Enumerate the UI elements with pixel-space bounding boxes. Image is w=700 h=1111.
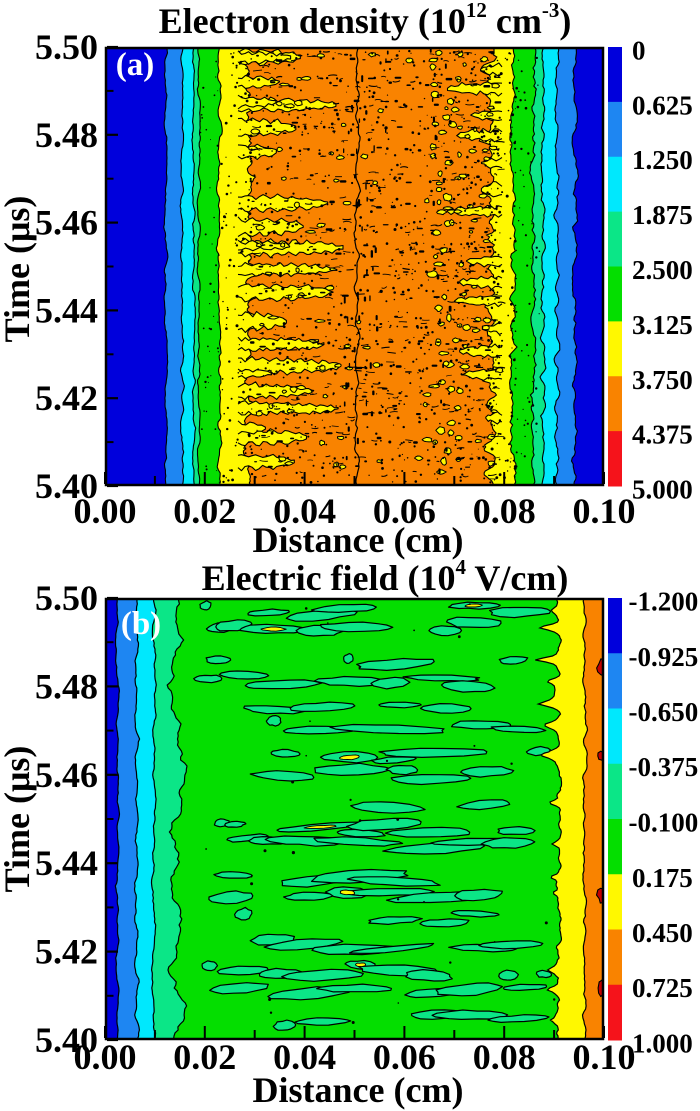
svg-text:0.08: 0.08 [473,491,536,531]
svg-text:-0.375: -0.375 [629,752,699,782]
svg-text:5.48: 5.48 [35,666,98,706]
svg-text:3.125: 3.125 [632,310,693,340]
svg-text:-0.650: -0.650 [629,697,699,727]
svg-text:0.02: 0.02 [173,1037,236,1077]
svg-text:0.725: 0.725 [632,973,693,1003]
svg-text:Distance (cm): Distance (cm) [253,520,464,560]
svg-text:5.42: 5.42 [35,378,98,418]
svg-text:(b): (b) [121,606,161,642]
svg-text:0.06: 0.06 [373,1037,436,1077]
svg-text:0.00: 0.00 [74,491,137,531]
svg-text:0.10: 0.10 [573,491,636,531]
svg-text:5.000: 5.000 [632,475,693,505]
svg-text:5.46: 5.46 [35,203,98,243]
svg-text:0.02: 0.02 [173,491,236,531]
svg-text:0.450: 0.450 [632,918,693,948]
svg-text:1.250: 1.250 [632,145,693,175]
svg-text:5.42: 5.42 [35,932,98,972]
svg-text:3.750: 3.750 [632,365,693,395]
svg-text:2.500: 2.500 [632,255,693,285]
svg-text:0.175: 0.175 [632,863,693,893]
svg-text:(a): (a) [116,47,154,83]
svg-text:0.06: 0.06 [373,491,436,531]
svg-text:5.40: 5.40 [35,1020,98,1060]
svg-text:5.50: 5.50 [35,27,98,67]
svg-text:1.875: 1.875 [632,200,693,230]
svg-text:0: 0 [632,36,646,66]
svg-text:5.48: 5.48 [35,115,98,155]
svg-text:Electric field (104 V/cm): Electric field (104 V/cm) [202,555,569,598]
svg-text:Time (μs): Time (μs) [0,196,37,343]
svg-text:Electron density (1012 cm-3): Electron density (1012 cm-3) [159,0,572,41]
svg-text:5.40: 5.40 [35,466,98,506]
svg-text:0.625: 0.625 [632,90,693,120]
svg-text:0.04: 0.04 [273,491,336,531]
svg-text:0.10: 0.10 [573,1037,636,1077]
svg-text:5.44: 5.44 [35,290,98,330]
svg-text:-0.925: -0.925 [629,642,699,672]
svg-text:5.46: 5.46 [35,755,98,795]
svg-text:-1.200: -1.200 [629,587,699,617]
svg-text:5.44: 5.44 [35,843,98,883]
svg-text:-0.100: -0.100 [629,808,699,838]
svg-text:4.375: 4.375 [632,420,693,450]
svg-text:Distance (cm): Distance (cm) [253,1070,464,1110]
svg-text:5.50: 5.50 [35,578,98,618]
svg-text:0.00: 0.00 [74,1037,137,1077]
svg-text:0.04: 0.04 [273,1037,336,1077]
svg-text:Time (μs): Time (μs) [0,746,37,893]
svg-text:0.08: 0.08 [473,1037,536,1077]
svg-text:1.000: 1.000 [632,1029,693,1059]
